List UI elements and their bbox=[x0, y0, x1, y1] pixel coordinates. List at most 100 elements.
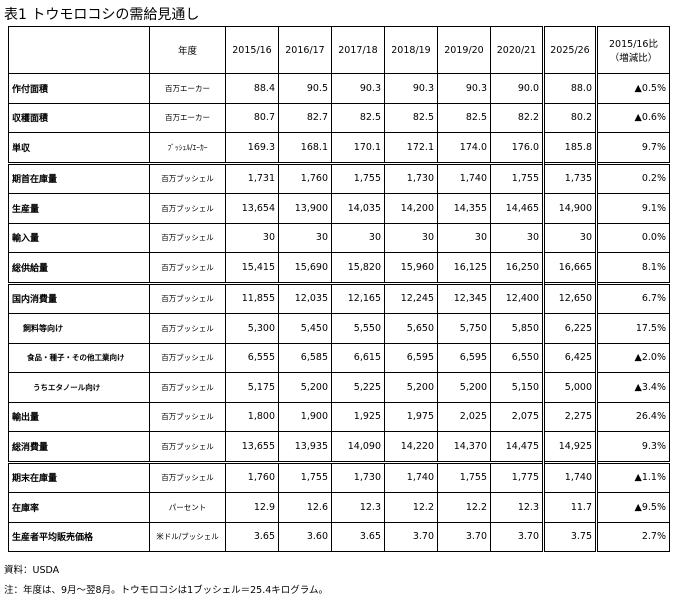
value-cell: 3.70 bbox=[490, 521, 544, 552]
change-cell: 2.7% bbox=[595, 521, 670, 552]
value-cell: 1,975 bbox=[384, 401, 438, 432]
value-cell: 168.1 bbox=[278, 132, 332, 164]
row-unit: 百万ブッシェル bbox=[149, 313, 226, 344]
value-cell: 12,245 bbox=[384, 281, 438, 314]
value-cell: 3.65 bbox=[331, 521, 385, 552]
value-cell: 2,075 bbox=[490, 401, 544, 432]
row-unit: 百万ブッシェル bbox=[149, 431, 226, 463]
row-label: 国内消費量 bbox=[8, 281, 150, 314]
value-cell: 5,650 bbox=[384, 313, 438, 344]
value-cell: 1,740 bbox=[384, 460, 438, 493]
row-unit: ﾌﾞｯｼｪﾙ/ｴｰｶｰ bbox=[149, 132, 226, 164]
value-cell: 15,960 bbox=[384, 252, 438, 284]
value-cell: 30 bbox=[437, 222, 491, 253]
value-cell: 13,654 bbox=[225, 193, 279, 224]
value-cell: 12.3 bbox=[490, 492, 544, 523]
change-cell: ▲2.0% bbox=[595, 342, 670, 373]
table-row: 総消費量 百万ブッシェル 13,655 13,935 14,090 14,220 14,37… bbox=[8, 431, 670, 463]
value-cell: 5,175 bbox=[225, 372, 279, 403]
table-row: 飼料等向け 百万ブッシェル 5,300 5,450 5,550 5,650 5,750 5,8… bbox=[8, 313, 670, 344]
value-cell: 12.3 bbox=[331, 492, 385, 523]
table-title: 表1 トウモロコシの需給見通し bbox=[4, 7, 200, 23]
value-cell: 5,200 bbox=[437, 372, 491, 403]
header-change-line1: 2015/16比 bbox=[609, 39, 658, 50]
row-unit: 百万ブッシェル bbox=[149, 281, 226, 314]
row-label: 作付面積 bbox=[8, 73, 150, 104]
row-unit: 百万ブッシェル bbox=[149, 252, 226, 284]
table-row: 総供給量 百万ブッシェル 15,415 15,690 15,820 15,960 16,12… bbox=[8, 252, 670, 284]
value-cell: 30 bbox=[331, 222, 385, 253]
value-cell: 174.0 bbox=[437, 132, 491, 164]
value-cell: 90.0 bbox=[490, 73, 544, 104]
value-cell: 82.7 bbox=[278, 102, 332, 133]
value-cell: 1,731 bbox=[225, 161, 279, 194]
footnote: 注：年度は、9月～翌8月。トウモロコシは1ブッシェル＝25.4キログラム。 bbox=[4, 585, 329, 596]
value-cell: 82.5 bbox=[384, 102, 438, 133]
value-cell: 169.3 bbox=[225, 132, 279, 164]
row-label: 総供給量 bbox=[8, 252, 150, 284]
row-label: 飼料等向け bbox=[8, 313, 150, 344]
value-cell: 16,250 bbox=[490, 252, 544, 284]
change-cell: ▲0.5% bbox=[595, 73, 670, 104]
table-row: 期末在庫量 百万ブッシェル 1,760 1,755 1,730 1,740 1,755 1,7… bbox=[8, 460, 670, 493]
row-label: 輸出量 bbox=[8, 401, 150, 432]
value-cell: 30 bbox=[490, 222, 544, 253]
header-row: 年度 2015/16 2016/17 2017/18 2018/19 2019/… bbox=[8, 26, 670, 74]
value-cell: 185.8 bbox=[542, 132, 597, 164]
change-cell: 17.5% bbox=[595, 313, 670, 344]
value-cell: 6,550 bbox=[490, 342, 544, 373]
value-cell: 11.7 bbox=[542, 492, 597, 523]
header-year: 2025/26 bbox=[542, 26, 597, 74]
table-row: 在庫率 パーセント 12.9 12.6 12.3 12.2 12.2 12.3 11.7 ▲9.5… bbox=[8, 492, 670, 523]
value-cell: 6,425 bbox=[542, 342, 597, 373]
table-row: 生産者平均販売価格 米ドル/ブッシェル 3.65 3.60 3.65 3.70 3.70 3.… bbox=[8, 521, 670, 552]
value-cell: 1,800 bbox=[225, 401, 279, 432]
table-row: 期首在庫量 百万ブッシェル 1,731 1,760 1,755 1,730 1,740 1,7… bbox=[8, 161, 670, 194]
row-unit: 百万ブッシェル bbox=[149, 222, 226, 253]
value-cell: 11,855 bbox=[225, 281, 279, 314]
value-cell: 5,550 bbox=[331, 313, 385, 344]
row-label: 収穫面積 bbox=[8, 102, 150, 133]
value-cell: 14,355 bbox=[437, 193, 491, 224]
value-cell: 88.0 bbox=[542, 73, 597, 104]
change-cell: 9.3% bbox=[595, 431, 670, 463]
change-cell: 26.4% bbox=[595, 401, 670, 432]
value-cell: 2,275 bbox=[542, 401, 597, 432]
value-cell: 14,900 bbox=[542, 193, 597, 224]
header-year: 2019/20 bbox=[437, 26, 491, 74]
value-cell: 3.60 bbox=[278, 521, 332, 552]
value-cell: 82.5 bbox=[437, 102, 491, 133]
change-cell: ▲3.4% bbox=[595, 372, 670, 403]
header-unit-cell: 年度 bbox=[149, 26, 226, 74]
value-cell: 15,415 bbox=[225, 252, 279, 284]
value-cell: 1,755 bbox=[331, 161, 385, 194]
value-cell: 30 bbox=[278, 222, 332, 253]
table-row: 国内消費量 百万ブッシェル 11,855 12,035 12,165 12,245 12,3… bbox=[8, 281, 670, 314]
value-cell: 170.1 bbox=[331, 132, 385, 164]
value-cell: 15,690 bbox=[278, 252, 332, 284]
row-label: 単収 bbox=[8, 132, 150, 164]
table-row: 食品・種子・その他工業向け 百万ブッシェル 6,555 6,585 6,615 6,595… bbox=[8, 342, 670, 373]
value-cell: 80.2 bbox=[542, 102, 597, 133]
value-cell: 1,730 bbox=[384, 161, 438, 194]
value-cell: 5,450 bbox=[278, 313, 332, 344]
value-cell: 13,655 bbox=[225, 431, 279, 463]
value-cell: 6,595 bbox=[384, 342, 438, 373]
table-row: 輸入量 百万ブッシェル 30 30 30 30 30 30 30 0.0% bbox=[8, 222, 670, 253]
header-year: 2017/18 bbox=[331, 26, 385, 74]
row-unit: 百万エーカー bbox=[149, 102, 226, 133]
value-cell: 12.6 bbox=[278, 492, 332, 523]
change-cell: ▲1.1% bbox=[595, 460, 670, 493]
value-cell: 88.4 bbox=[225, 73, 279, 104]
table-row: うちエタノール向け 百万ブッシェル 5,175 5,200 5,225 5,200 5,20… bbox=[8, 372, 670, 403]
header-year: 2018/19 bbox=[384, 26, 438, 74]
value-cell: 82.2 bbox=[490, 102, 544, 133]
row-label: 在庫率 bbox=[8, 492, 150, 523]
value-cell: 172.1 bbox=[384, 132, 438, 164]
header-year: 2016/17 bbox=[278, 26, 332, 74]
value-cell: 30 bbox=[542, 222, 597, 253]
value-cell: 1,775 bbox=[490, 460, 544, 493]
value-cell: 12,400 bbox=[490, 281, 544, 314]
header-change-cell: 2015/16比 （増減比） bbox=[595, 26, 670, 74]
value-cell: 6,595 bbox=[437, 342, 491, 373]
